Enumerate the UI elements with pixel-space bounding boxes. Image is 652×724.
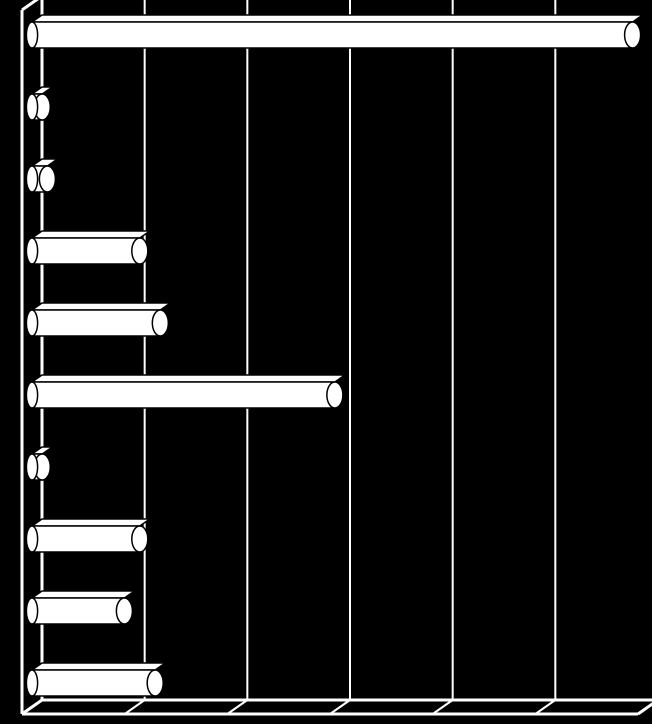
bar-base-cap — [26, 166, 37, 192]
bar — [32, 238, 140, 264]
bar-base-cap — [26, 310, 37, 336]
floor-tick — [535, 700, 555, 714]
bar-top — [32, 159, 57, 166]
bar — [32, 598, 124, 624]
bar-top — [32, 375, 345, 382]
bar-base-cap — [26, 238, 37, 264]
bar-end-cap — [152, 310, 168, 336]
bar-end-cap — [147, 670, 163, 696]
back-wall — [42, 0, 652, 700]
bar-base-cap — [26, 598, 37, 624]
bar — [32, 526, 140, 552]
bar-base-cap — [26, 22, 37, 48]
bar — [32, 310, 160, 336]
bar — [32, 382, 335, 408]
bar-end-cap — [625, 22, 641, 48]
bar-top — [32, 15, 643, 22]
bar-top — [32, 87, 52, 94]
bar-top — [32, 303, 170, 310]
bar-chart — [0, 0, 652, 724]
bar-base-cap — [26, 382, 37, 408]
bar-top — [32, 591, 134, 598]
bar-base-cap — [26, 94, 37, 120]
floor-tick — [227, 700, 247, 714]
floor-tick — [330, 700, 350, 714]
bar — [32, 22, 633, 48]
bar-end-cap — [327, 382, 343, 408]
bar-end-cap — [132, 238, 148, 264]
bar — [32, 670, 155, 696]
floor-tick — [433, 700, 453, 714]
bar-base-cap — [26, 454, 37, 480]
bar-top — [32, 447, 52, 454]
side-bottom-edge — [22, 700, 42, 714]
bar-top — [32, 231, 150, 238]
bar-base-cap — [26, 670, 37, 696]
bar-base-cap — [26, 526, 37, 552]
floor-tick — [125, 700, 145, 714]
bar-end-cap — [39, 166, 55, 192]
bar-end-cap — [116, 598, 132, 624]
bar-top — [32, 519, 150, 526]
bar-top — [32, 663, 165, 670]
side-top-edge — [22, 0, 42, 10]
bar-end-cap — [132, 526, 148, 552]
side-right-edge — [638, 700, 652, 714]
